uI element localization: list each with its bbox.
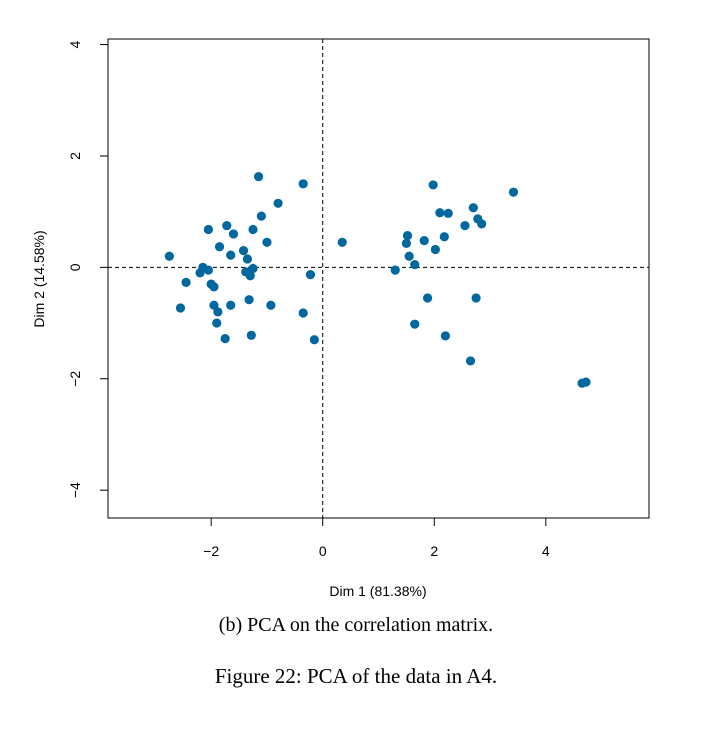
data-point	[435, 208, 445, 218]
figure-caption: Figure 22: PCA of the data in A4.	[214, 664, 498, 688]
data-point	[214, 242, 225, 252]
data-point	[253, 171, 264, 182]
data-point	[428, 180, 438, 190]
y-tick-label: −4	[67, 482, 83, 498]
data-point	[309, 335, 319, 345]
data-point	[209, 300, 219, 310]
data-point	[248, 263, 258, 274]
data-point	[404, 251, 414, 261]
pca-scatter-plot: −2 0 2 4 −4 −2 0 2 4 Dim 1 (81.38%) Dim 2 (14.5…	[31, 38, 650, 599]
data-point	[337, 237, 347, 247]
data-point	[175, 303, 186, 313]
data-point	[298, 179, 308, 189]
data-point	[410, 319, 420, 329]
data-point	[305, 270, 316, 280]
data-point	[410, 259, 420, 270]
data-point	[242, 254, 253, 264]
x-axis: −2 0 2 4	[203, 518, 550, 559]
data-point	[402, 231, 413, 241]
plot-frame	[107, 38, 650, 519]
data-point	[422, 293, 433, 303]
data-point	[203, 265, 213, 275]
x-tick-label: −2	[203, 543, 219, 559]
y-tick-label: 0	[67, 263, 83, 271]
data-point	[471, 293, 481, 303]
data-point	[226, 250, 236, 260]
data-point	[209, 282, 219, 292]
data-point	[244, 295, 254, 305]
data-point	[256, 211, 266, 221]
data-point	[443, 208, 453, 218]
data-point	[508, 187, 519, 197]
x-tick-label: 0	[319, 543, 327, 559]
data-point	[222, 220, 232, 231]
data-point	[213, 307, 223, 317]
data-point	[212, 318, 222, 328]
x-tick-label: 2	[430, 543, 438, 559]
data-point	[246, 330, 256, 340]
data-point	[248, 224, 258, 235]
data-point	[238, 246, 249, 256]
data-point	[440, 331, 451, 341]
y-tick-label: 2	[67, 152, 83, 160]
data-point	[419, 236, 429, 246]
subfigure-caption: (b) PCA on the correlation matrix.	[218, 614, 494, 636]
data-point	[430, 244, 440, 255]
data-point	[262, 237, 272, 247]
data-point	[390, 265, 400, 275]
data-point	[460, 220, 470, 231]
data-point	[581, 377, 591, 387]
data-point	[203, 224, 213, 235]
y-tick-label: 4	[67, 40, 83, 48]
data-point	[228, 229, 239, 239]
data-point	[401, 238, 411, 249]
data-point	[266, 300, 276, 310]
x-tick-label: 4	[542, 543, 550, 559]
data-point	[468, 203, 478, 213]
data-point	[298, 308, 308, 318]
y-axis: −4 −2 0 2 4	[67, 40, 108, 498]
x-axis-title: Dim 1 (81.38%)	[329, 583, 426, 599]
data-point	[226, 300, 236, 310]
data-point	[181, 277, 191, 287]
y-tick-label: −2	[67, 371, 83, 387]
data-point	[477, 219, 487, 229]
data-point	[273, 198, 283, 208]
y-axis-title: Dim 2 (14.58%)	[31, 230, 47, 327]
data-point	[439, 232, 449, 242]
data-points	[164, 171, 591, 388]
data-point	[465, 356, 476, 366]
data-point	[164, 251, 174, 261]
data-point	[220, 334, 230, 344]
data-point	[245, 271, 255, 281]
